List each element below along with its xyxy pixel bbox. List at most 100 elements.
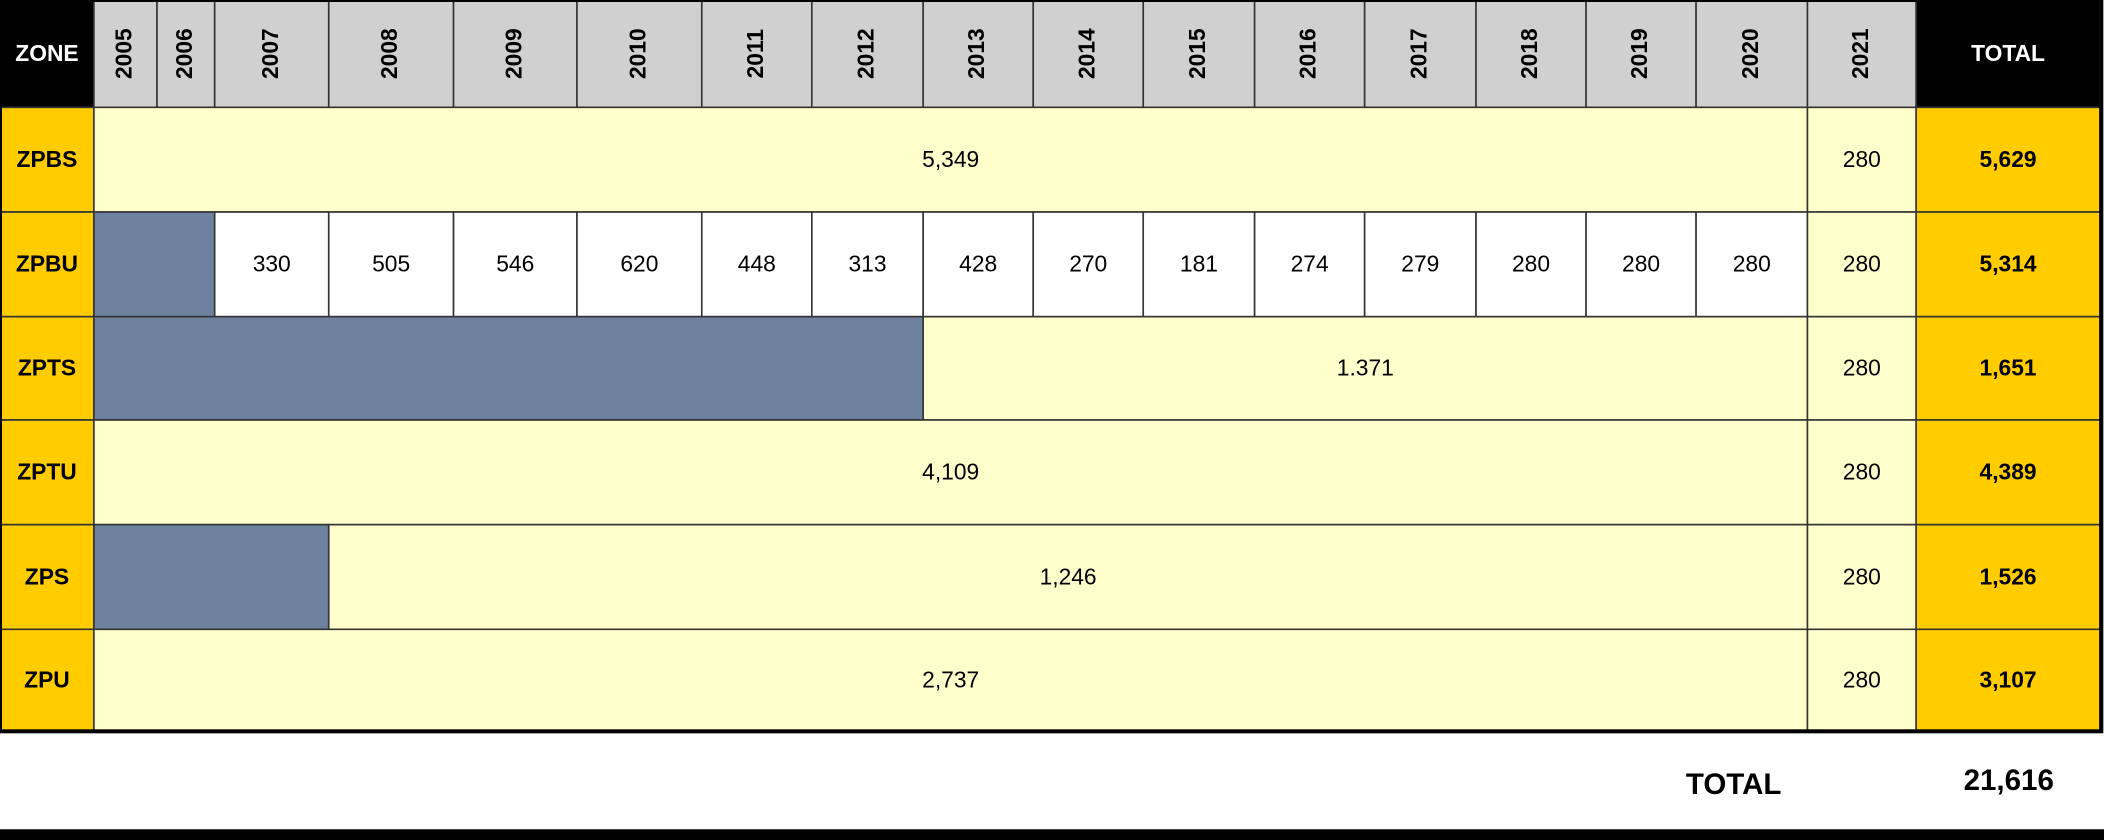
year-header: 2017 <box>1405 28 1431 79</box>
value-cell <box>1806 419 1917 526</box>
total-label: 3,107 <box>1980 667 2037 693</box>
value-label: 428 <box>959 251 997 277</box>
merged-value-cell <box>922 315 1809 421</box>
value-label: 280 <box>1843 355 1881 381</box>
value-label: 1.371 <box>1337 355 1394 381</box>
year-header-cell <box>922 0 1035 109</box>
value-label: 5,349 <box>922 146 979 172</box>
value-cell <box>452 211 578 318</box>
total-cell <box>1915 315 2101 421</box>
value-cell <box>1363 211 1477 318</box>
value-cell <box>1806 523 1917 631</box>
year-header-cell <box>576 0 703 109</box>
zone-header-cell <box>0 0 95 109</box>
footer-label: TOTAL <box>1686 768 1782 801</box>
year-header: 2014 <box>1073 28 1099 79</box>
value-label: 270 <box>1069 251 1107 277</box>
value-label: 274 <box>1291 251 1329 277</box>
year-header: 2016 <box>1295 28 1321 79</box>
empty-period <box>93 315 924 421</box>
value-label: 280 <box>1843 459 1881 485</box>
value-cell <box>1695 211 1809 318</box>
value-label: 280 <box>1733 251 1771 277</box>
year-header: 2005 <box>110 28 136 79</box>
value-cell <box>1806 106 1917 213</box>
value-cell <box>213 211 330 318</box>
year-header: 2008 <box>376 28 402 79</box>
total-label: 1,651 <box>1980 355 2037 381</box>
zone-label: ZPS <box>25 563 69 589</box>
footer-value: 21,616 <box>1964 764 2054 797</box>
value-label: 280 <box>1843 251 1881 277</box>
total-cell <box>1915 628 2101 733</box>
zone-label: ZPTS <box>18 355 76 381</box>
year-header: 2013 <box>963 28 989 79</box>
value-label: 279 <box>1401 251 1439 277</box>
year-header: 2012 <box>853 28 879 79</box>
empty-period <box>93 211 216 318</box>
year-header: 2007 <box>257 28 283 79</box>
year-header: 2020 <box>1737 28 1763 79</box>
year-header: 2009 <box>500 28 526 79</box>
zone-label: ZPBU <box>16 251 78 277</box>
value-label: 546 <box>496 251 534 277</box>
year-header: 2021 <box>1847 28 1873 79</box>
value-cell <box>811 211 924 318</box>
merged-value-cell <box>93 106 1809 213</box>
value-label: 2,737 <box>922 667 979 693</box>
zone-cell <box>0 419 95 526</box>
zone-cell <box>0 523 95 631</box>
year-header: 2010 <box>624 28 650 79</box>
value-label: 181 <box>1180 251 1218 277</box>
value-cell <box>700 211 813 318</box>
year-header-cell <box>452 0 578 109</box>
year-header-cell <box>1142 0 1256 109</box>
value-label: 330 <box>253 251 291 277</box>
zone-header: ZONE <box>15 40 78 66</box>
value-label: 505 <box>372 251 410 277</box>
total-cell <box>1915 211 2101 318</box>
zone-label: ZPBS <box>17 146 78 172</box>
total-cell <box>1915 106 2101 213</box>
year-header-cell <box>93 0 158 109</box>
value-label: 280 <box>1843 146 1881 172</box>
total-cell <box>1915 419 2101 526</box>
total-label: 4,389 <box>1980 459 2037 485</box>
zone-label: ZPTU <box>17 459 77 485</box>
year-header-cell <box>327 0 455 109</box>
value-label: 4,109 <box>922 459 979 485</box>
value-label: 448 <box>738 251 776 277</box>
value-label: 1,246 <box>1040 563 1097 589</box>
total-label: 5,314 <box>1980 251 2037 277</box>
total-label: 5,629 <box>1980 146 2037 172</box>
year-header-cell <box>213 0 330 109</box>
empty-period <box>93 523 330 631</box>
total-header-cell <box>1915 0 2101 109</box>
total-cell <box>1915 523 2101 631</box>
value-cell <box>1806 211 1917 318</box>
zone-cell <box>0 106 95 213</box>
value-label: 280 <box>1622 251 1660 277</box>
value-label: 280 <box>1843 667 1881 693</box>
merged-value-cell <box>327 523 1809 631</box>
value-label: 280 <box>1512 251 1550 277</box>
year-header: 2006 <box>171 28 197 79</box>
value-label: 620 <box>620 251 658 277</box>
total-label: 1,526 <box>1980 563 2037 589</box>
zone-label: ZPU <box>24 667 70 693</box>
footer-bar <box>0 829 2104 840</box>
value-cell <box>1475 211 1587 318</box>
value-label: 313 <box>848 251 886 277</box>
value-cell <box>1032 211 1145 318</box>
year-header: 2018 <box>1516 28 1542 79</box>
merged-value-cell <box>93 628 1809 733</box>
table-border <box>0 0 2104 734</box>
total-header: TOTAL <box>1971 40 2045 66</box>
value-label: 280 <box>1843 563 1881 589</box>
year-header: 2015 <box>1184 28 1210 79</box>
year-header: 2011 <box>742 29 768 79</box>
year-header-cell <box>1253 0 1366 109</box>
value-cell <box>1806 628 1917 733</box>
year-header: 2019 <box>1626 28 1652 79</box>
